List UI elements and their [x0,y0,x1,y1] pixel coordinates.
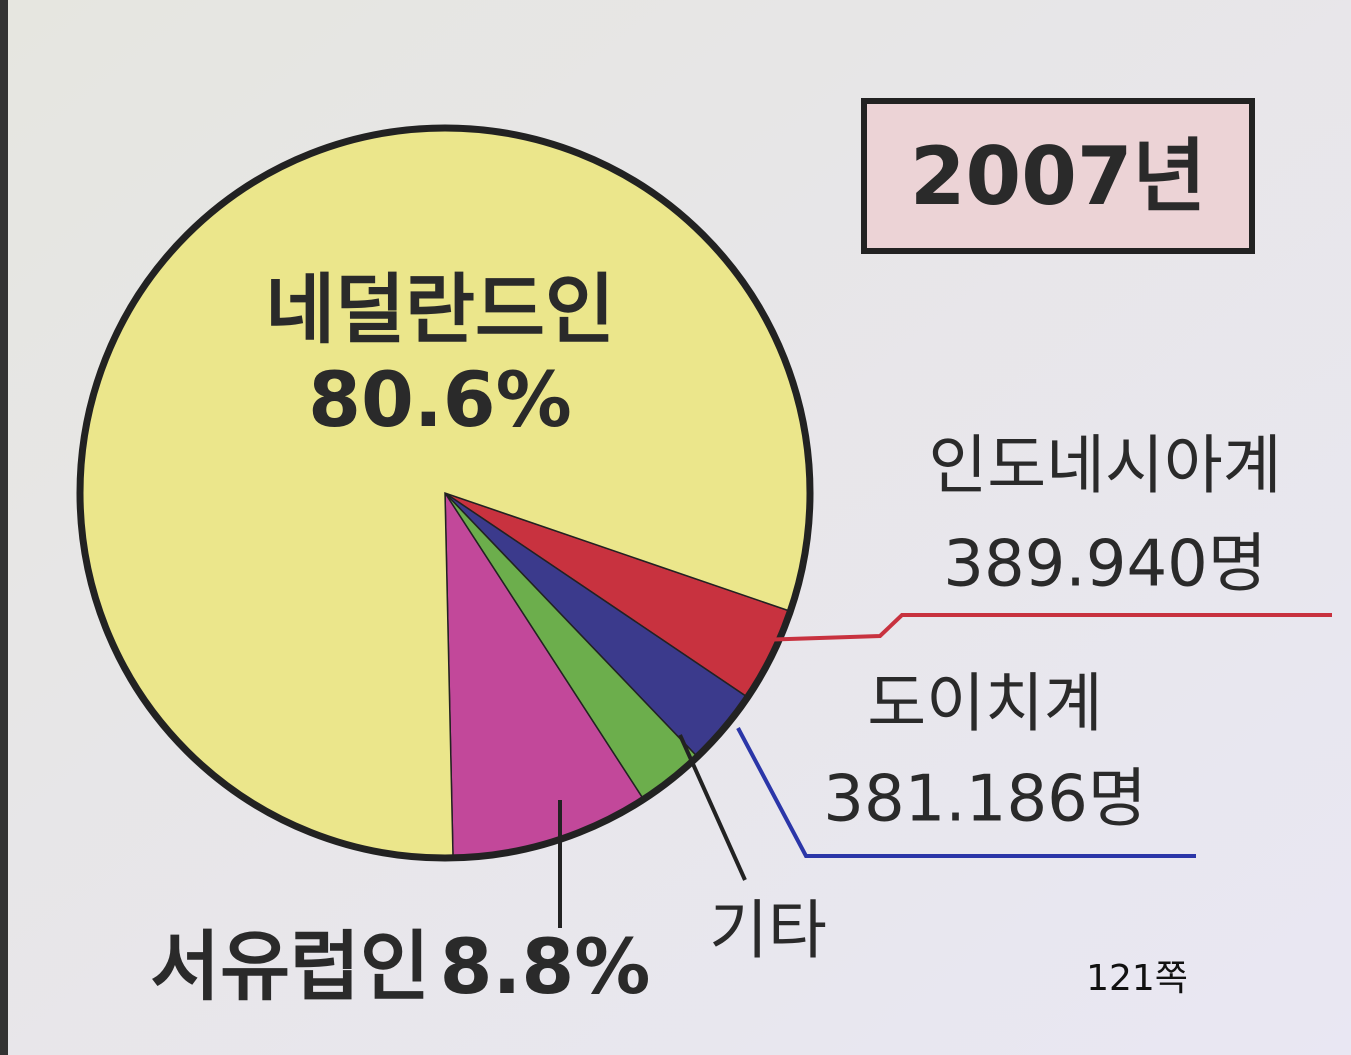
leader-line [736,727,1196,858]
pie [79,127,811,859]
pie-outline [76,124,814,862]
slice-label: 기타 [709,895,827,969]
value-label: 80.6% [308,355,572,444]
value-label: 8.8% [440,922,651,1011]
slice-label: 네덜란드인 [265,265,615,354]
title-box [861,98,1255,254]
leader-line [759,613,1332,642]
slice-label: 서유럽인 [150,922,430,1011]
count-label: 381.186명 [823,763,1147,837]
edge [0,0,8,1055]
slice-label: 인도네시아계 [928,430,1281,504]
slice-label: 도이치계 [867,668,1103,742]
count-label: 389.940명 [943,528,1267,602]
chart-title: 2007년 [910,130,1206,223]
page-note: 121쪽 [1086,958,1188,999]
leader-line [678,734,747,881]
